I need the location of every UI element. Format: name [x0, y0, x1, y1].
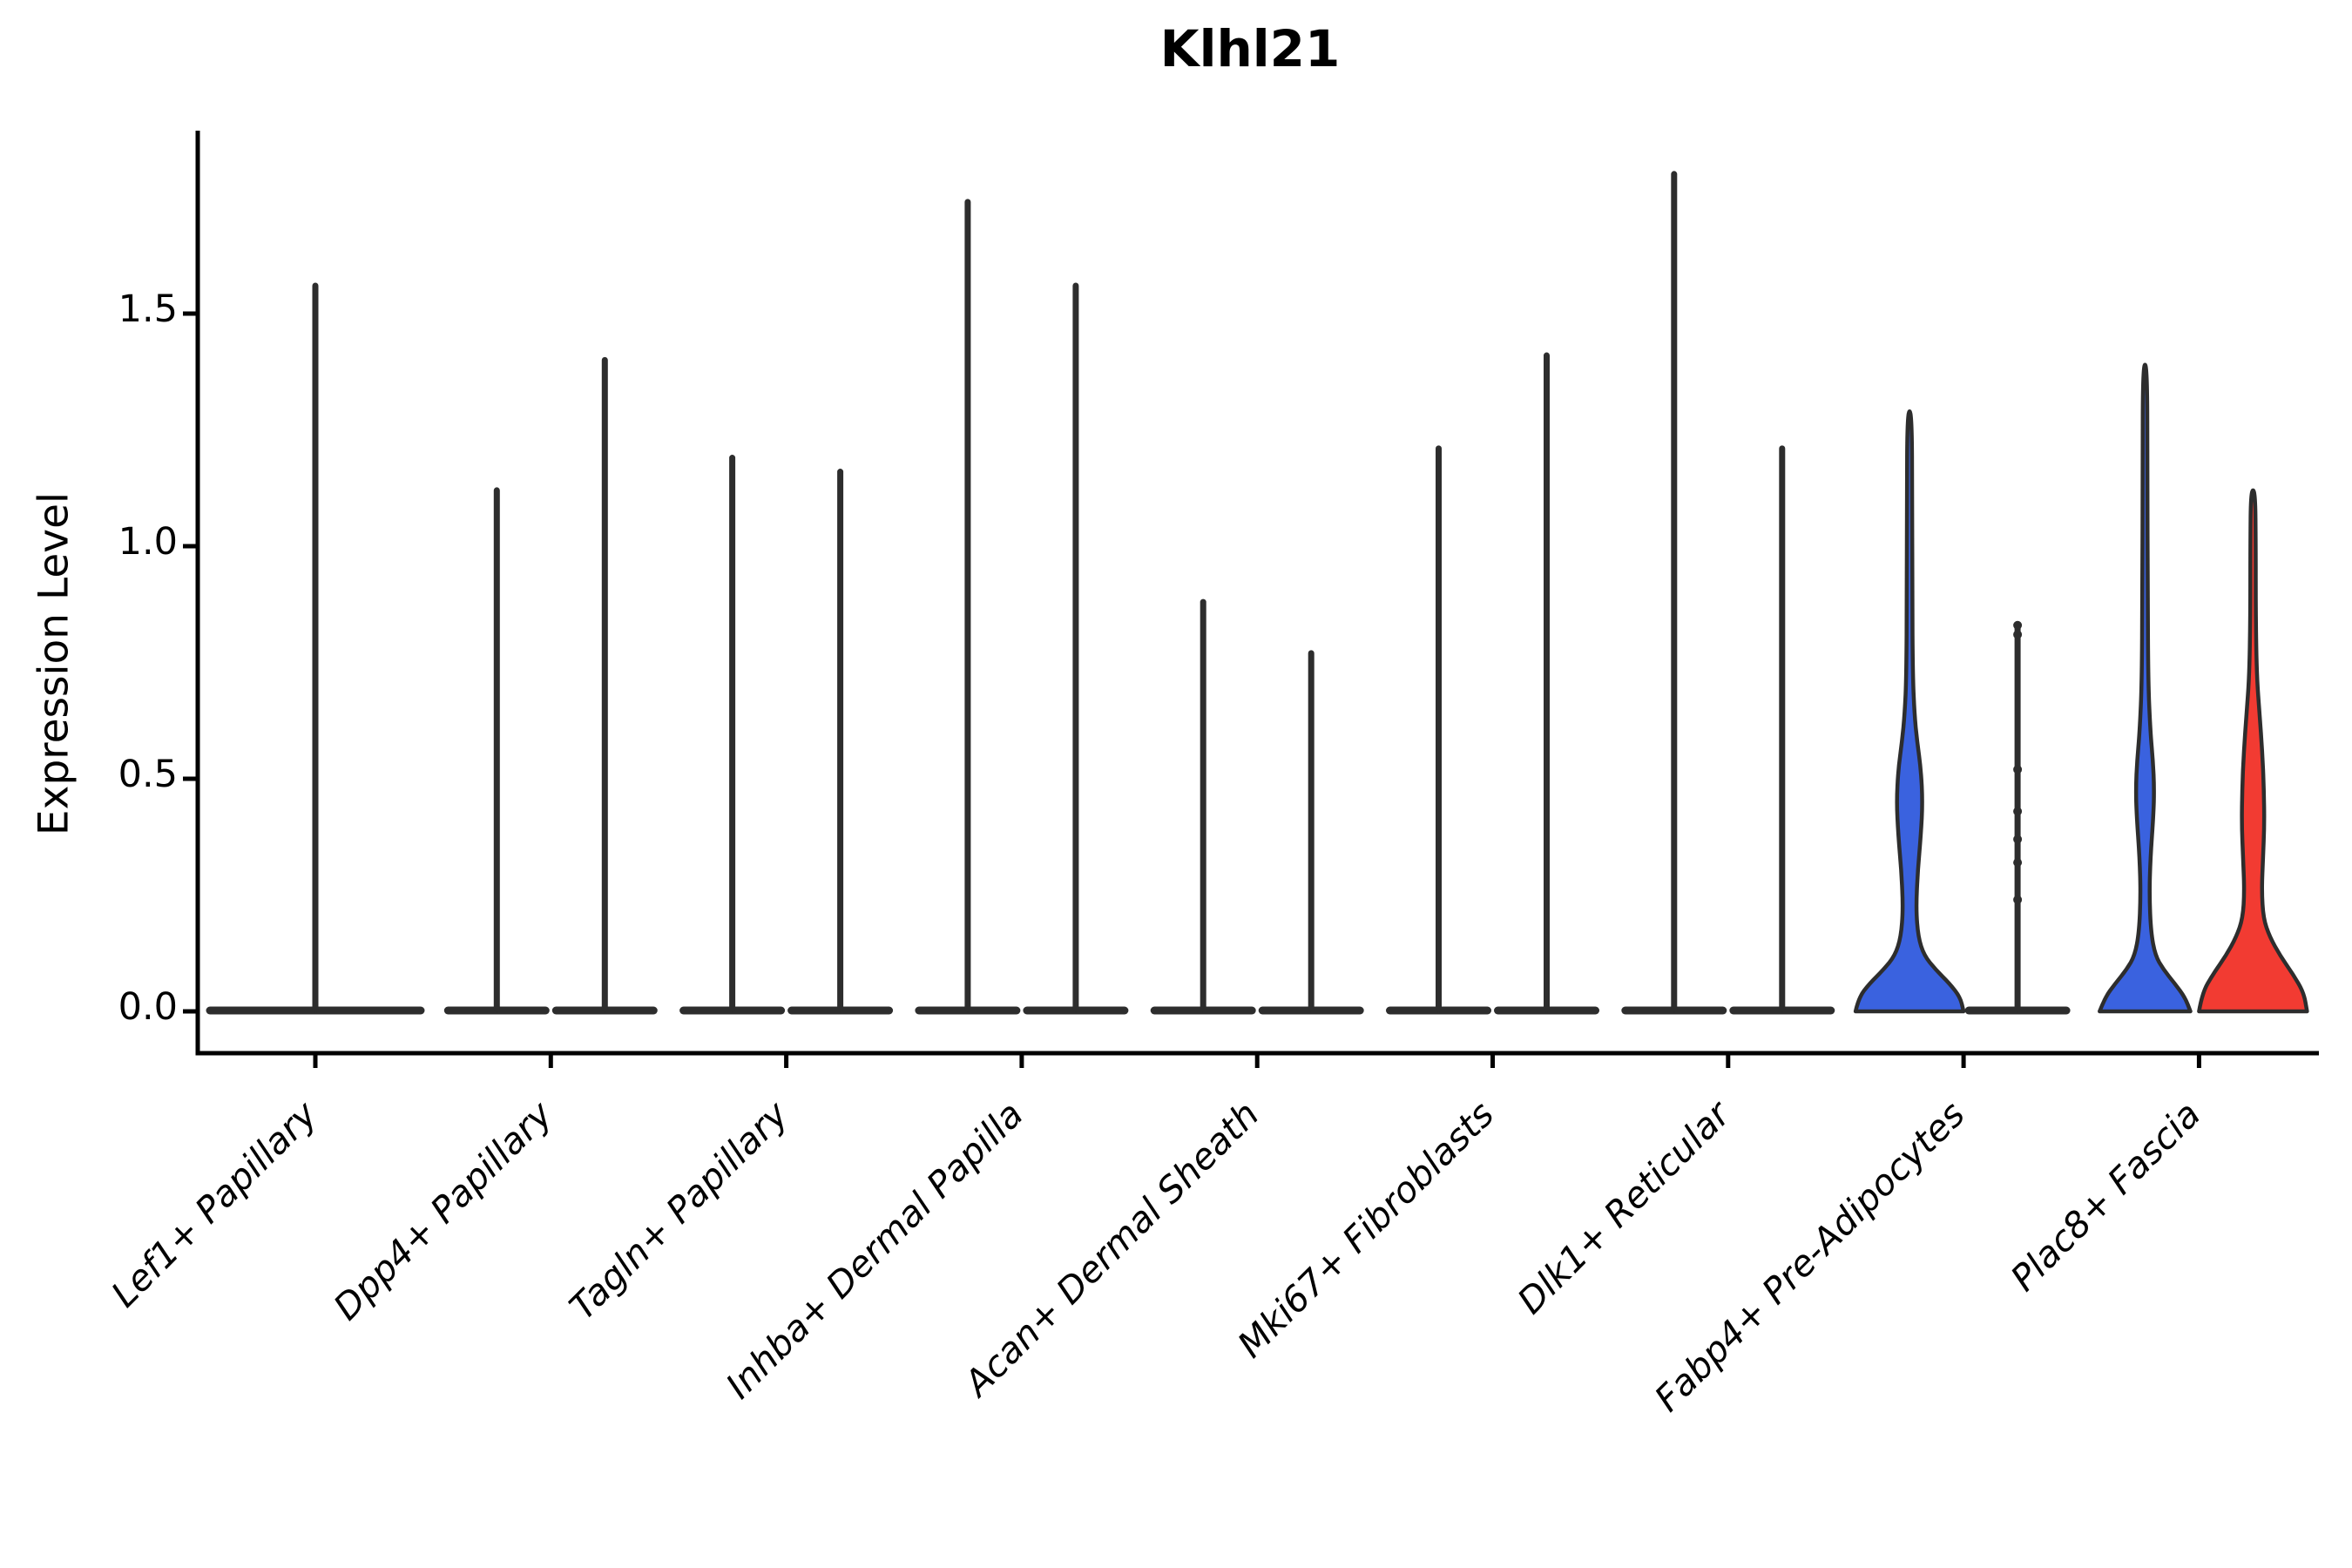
violin-point — [2013, 807, 2023, 816]
violin-point — [2013, 895, 2023, 904]
violin-blue — [2098, 362, 2193, 1014]
y-tick-label: 1.0 — [118, 520, 178, 564]
y-tick-label: 1.5 — [118, 287, 178, 331]
violin-blue — [1853, 409, 1966, 1014]
violin-point — [2013, 630, 2023, 639]
axes-spines — [195, 131, 2319, 1056]
violin-point — [2013, 765, 2023, 774]
violin-point — [2013, 620, 2023, 630]
chart-title: Klhl21 — [1159, 19, 1341, 78]
violin-point — [2013, 858, 2023, 868]
y-tick-label: 0.0 — [118, 985, 178, 1029]
y-tick-label: 0.5 — [118, 753, 178, 796]
violin-point — [2013, 835, 2023, 844]
violin-red — [2197, 488, 2309, 1014]
